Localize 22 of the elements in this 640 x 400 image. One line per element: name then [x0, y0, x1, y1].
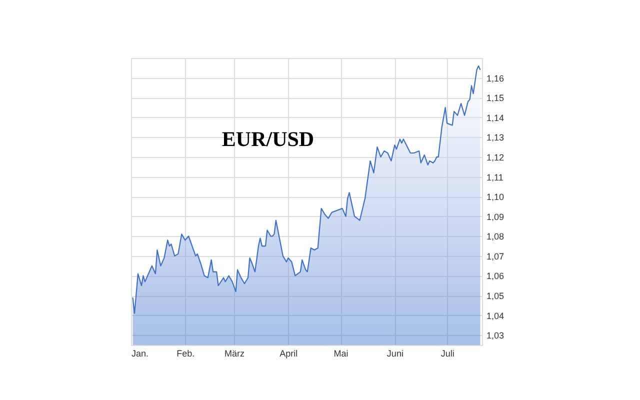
- x-tick-label: März: [224, 348, 246, 358]
- y-tick-label: 1,11: [486, 172, 504, 182]
- y-tick-label: 1,12: [486, 152, 504, 162]
- y-tick-label: 1,07: [486, 251, 504, 262]
- y-tick-label: 1,06: [486, 271, 504, 282]
- y-tick-label: 1,16: [486, 73, 504, 84]
- x-tick-label: Juni: [386, 348, 404, 358]
- y-tick-label: 1,14: [486, 112, 504, 123]
- y-tick-label: 1,13: [486, 132, 504, 143]
- y-tick-label: 1,03: [486, 330, 504, 341]
- y-tick-label: 1,04: [486, 310, 504, 321]
- x-tick-label: Mai: [334, 348, 348, 358]
- y-tick-label: 1,10: [486, 192, 504, 202]
- text: EUR/USD: [222, 127, 314, 151]
- x-tick-label: Jan.: [132, 348, 149, 358]
- y-tick-label: 1,05: [486, 291, 504, 302]
- x-tick-label: April: [280, 348, 298, 358]
- y-tick-label: 1,08: [486, 232, 504, 242]
- x-tick-label: Juli: [440, 348, 454, 358]
- x-tick-label: Feb.: [176, 348, 195, 358]
- y-tick-label: 1,09: [486, 212, 504, 222]
- y-tick-label: 1,15: [486, 93, 504, 104]
